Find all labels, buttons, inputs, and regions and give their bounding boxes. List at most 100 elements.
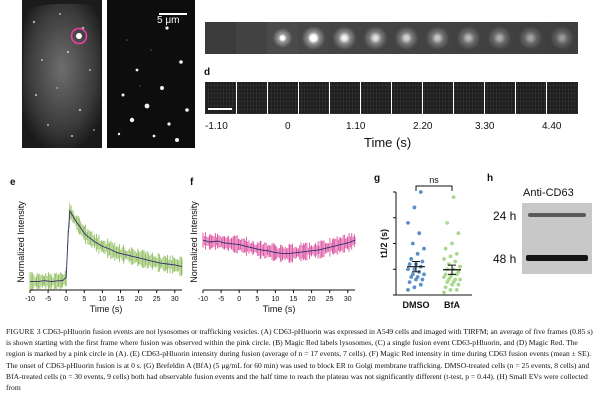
- blot-title: Anti-CD63: [523, 187, 574, 199]
- series-band: [202, 232, 356, 263]
- y-axis-label: Normalized Intensity: [16, 201, 26, 283]
- panel-d-letter: d: [204, 67, 211, 78]
- x-tick-label: 15: [290, 296, 298, 303]
- blot-label-24h: 24 h: [493, 209, 517, 223]
- d-frame-divider: [546, 82, 547, 114]
- c-frame-8: [422, 22, 453, 54]
- d-frame-divider: [422, 82, 423, 114]
- data-point: [456, 269, 461, 274]
- chart-g: t1/2 (s) DMSO BfA ns: [379, 175, 472, 310]
- c-frame-2: [236, 22, 267, 54]
- x-tick-label: 10: [271, 296, 279, 303]
- data-point: [418, 190, 423, 194]
- c-frame-7: [391, 22, 422, 54]
- category-label: DMSO: [403, 300, 430, 310]
- data-point: [420, 277, 425, 282]
- d-time-label: 1.10: [346, 121, 366, 132]
- micrograph-a-texture: [22, 0, 102, 148]
- significance-bracket: [415, 185, 453, 191]
- c-frame-12: [546, 22, 578, 54]
- panel-h-letter: h: [487, 173, 494, 184]
- blot-band-24h: [528, 213, 586, 217]
- x-axis-label: Time (s): [263, 304, 296, 314]
- caption-text: CD63-pHluorin fusion events are not lyso…: [6, 327, 593, 393]
- panel-g-letter: g: [374, 173, 381, 184]
- x-tick-label: 30: [171, 296, 179, 303]
- data-point: [412, 205, 417, 210]
- x-tick-label: -5: [45, 296, 51, 303]
- x-tick-label: 15: [117, 296, 125, 303]
- x-tick-label: 25: [153, 296, 161, 303]
- panel-c-strip: [205, 22, 578, 54]
- d-frame-divider: [267, 82, 268, 114]
- x-tick-label: -10: [25, 296, 35, 303]
- data-point: [415, 275, 420, 279]
- series-line: [202, 239, 356, 254]
- c-frame-9: [453, 22, 484, 54]
- panel-e-letter: e: [10, 177, 16, 188]
- data-point: [456, 231, 461, 236]
- c-frame-6: [360, 22, 391, 54]
- data-point: [406, 267, 410, 272]
- data-point: [458, 277, 462, 282]
- y-axis-label: Normalized Intensity: [189, 201, 199, 283]
- scale-bar: [159, 13, 187, 15]
- x-tick-label: 25: [326, 296, 334, 303]
- data-point: [415, 251, 420, 256]
- y-axis-label: t1/2 (s): [379, 229, 389, 258]
- data-point: [443, 285, 448, 290]
- x-tick-label: 5: [82, 296, 86, 303]
- data-point: [420, 259, 425, 264]
- d-time-label: 0: [285, 121, 291, 132]
- c-frame-1: [205, 22, 236, 54]
- scale-bar-label: 5 μm: [157, 15, 180, 26]
- d-time-label: 2.20: [413, 121, 433, 132]
- data-point: [418, 282, 423, 287]
- blot-label-48h: 48 h: [493, 252, 517, 266]
- x-tick-label: 0: [64, 296, 68, 303]
- d-frame-divider: [298, 82, 299, 114]
- data-point: [412, 285, 417, 290]
- data-point: [422, 246, 426, 251]
- micrograph-a: [22, 0, 102, 148]
- c-frame-5: [329, 22, 360, 54]
- panel-d-strip: [205, 82, 578, 114]
- data-point: [442, 257, 446, 261]
- d-xlabel: Time (s): [364, 135, 412, 150]
- data-point: [454, 287, 459, 292]
- data-point: [453, 277, 458, 282]
- c-frame-3: [267, 22, 298, 54]
- data-point: [410, 241, 415, 246]
- x-tick-label: 20: [135, 296, 143, 303]
- data-point: [443, 246, 448, 251]
- data-point: [453, 259, 458, 264]
- data-point: [409, 257, 414, 261]
- d-frame-divider: [484, 82, 485, 114]
- data-point: [456, 282, 461, 287]
- data-point: [448, 254, 453, 259]
- figure-label: FIGURE 3: [6, 327, 41, 336]
- x-tick-label: 0: [237, 296, 241, 303]
- data-point: [412, 267, 417, 272]
- c-frame-10: [484, 22, 515, 54]
- significance-label: ns: [429, 175, 439, 185]
- data-point: [458, 264, 462, 269]
- data-point: [417, 231, 422, 236]
- data-point: [406, 287, 410, 292]
- data-point: [407, 280, 412, 285]
- c-frame-11: [515, 22, 546, 54]
- d-frame-divider: [236, 82, 237, 114]
- c-frame-4: [298, 22, 329, 54]
- data-point: [410, 272, 415, 277]
- data-point: [448, 287, 453, 292]
- d-frame-divider: [453, 82, 454, 114]
- data-point: [445, 221, 450, 225]
- data-point: [442, 290, 446, 295]
- d-time-label: 3.30: [475, 121, 495, 132]
- d-frame-divider: [329, 82, 330, 114]
- data-point: [450, 241, 454, 246]
- x-tick-label: 10: [98, 296, 106, 303]
- x-tick-label: 20: [308, 296, 316, 303]
- micrograph-b-texture: [107, 0, 195, 148]
- micrograph-b: 5 μm: [107, 0, 195, 148]
